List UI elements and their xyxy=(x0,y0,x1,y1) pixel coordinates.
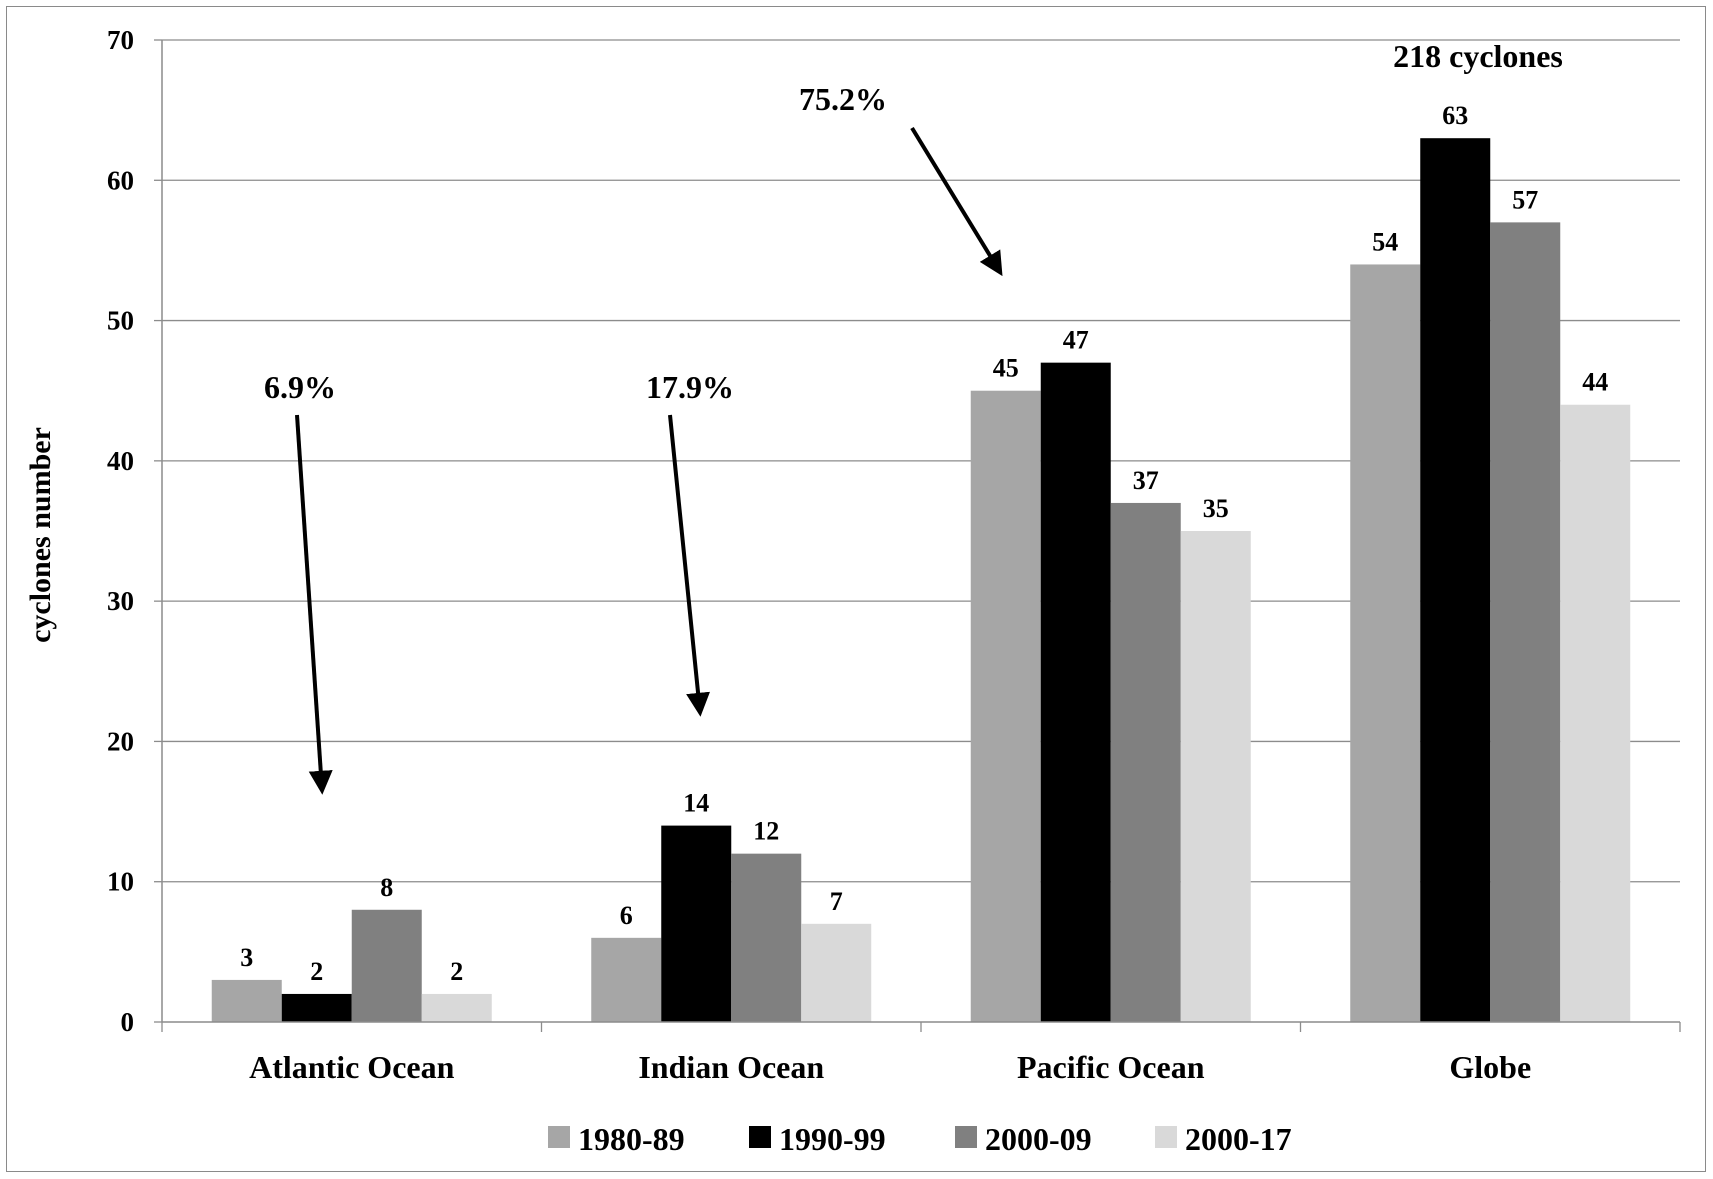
bar xyxy=(281,993,352,1022)
legend: 1980-89 1990-99 2000-09 2000-17 xyxy=(548,1121,1292,1157)
data-label: 63 xyxy=(1442,101,1468,130)
data-label: 14 xyxy=(683,789,709,818)
data-label: 54 xyxy=(1372,227,1398,256)
data-label: 45 xyxy=(993,354,1019,383)
bar xyxy=(1040,362,1111,1023)
data-label: 2 xyxy=(310,957,323,986)
bar xyxy=(211,979,282,1022)
data-label: 44 xyxy=(1582,368,1608,397)
annotation-text: 6.9% xyxy=(264,369,336,405)
bar xyxy=(1180,531,1251,1022)
annotations: 6.9% 17.9% 75.2% 218 cyclones xyxy=(264,38,1563,795)
legend-label: 2000-17 xyxy=(1185,1121,1292,1157)
y-axis-label: cyclones number xyxy=(24,427,57,643)
bar xyxy=(1420,138,1491,1022)
annotation-text: 17.9% xyxy=(646,369,734,405)
bar xyxy=(1350,264,1421,1022)
legend-swatch xyxy=(955,1126,977,1148)
data-label: 12 xyxy=(753,817,779,846)
legend-swatch xyxy=(1155,1126,1177,1148)
legend-label: 2000-09 xyxy=(985,1121,1092,1157)
axes: 0 10 20 30 40 50 60 70 Atlantic Ocean Indian Ocea… xyxy=(107,25,1681,1085)
y-tick-label: 70 xyxy=(107,25,134,55)
x-tick-label: Pacific Ocean xyxy=(1017,1049,1205,1085)
bar xyxy=(661,825,732,1022)
bar xyxy=(351,909,422,1022)
y-tick-label: 0 xyxy=(121,1007,135,1037)
annotation-text: 75.2% xyxy=(799,81,887,117)
data-label: 7 xyxy=(830,887,843,916)
bar xyxy=(970,390,1041,1022)
legend-swatch xyxy=(548,1126,570,1148)
legend-label: 1990-99 xyxy=(779,1121,886,1157)
data-label: 8 xyxy=(380,873,393,902)
data-label: 47 xyxy=(1063,326,1089,355)
data-label: 57 xyxy=(1512,185,1538,214)
y-tick-label: 30 xyxy=(107,586,134,616)
data-label: 35 xyxy=(1203,494,1229,523)
bar xyxy=(591,937,662,1022)
y-tick-label: 40 xyxy=(107,446,134,476)
y-tick-label: 50 xyxy=(107,306,134,336)
data-label: 3 xyxy=(240,943,253,972)
annotation-text: 218 cyclones xyxy=(1393,38,1563,74)
bar xyxy=(1560,404,1631,1022)
legend-label: 1980-89 xyxy=(578,1121,685,1157)
y-tick-label: 60 xyxy=(107,165,134,195)
bar xyxy=(1490,222,1561,1022)
y-tick-label: 20 xyxy=(107,726,134,756)
y-tick-label: 10 xyxy=(107,867,134,897)
legend-swatch xyxy=(749,1126,771,1148)
data-label: 6 xyxy=(620,901,633,930)
bar xyxy=(731,853,802,1022)
x-tick-label: Globe xyxy=(1449,1049,1531,1085)
annotation-arrow xyxy=(668,414,711,717)
annotation-arrow xyxy=(295,414,333,795)
data-label: 37 xyxy=(1133,466,1159,495)
x-tick-label: Indian Ocean xyxy=(638,1049,824,1085)
bar xyxy=(1110,502,1181,1022)
annotation-arrow xyxy=(910,126,1003,277)
data-label: 2 xyxy=(450,957,463,986)
x-tick-label: Atlantic Ocean xyxy=(249,1049,455,1085)
bar xyxy=(421,993,492,1022)
bar xyxy=(801,923,872,1022)
bars xyxy=(211,138,1631,1023)
